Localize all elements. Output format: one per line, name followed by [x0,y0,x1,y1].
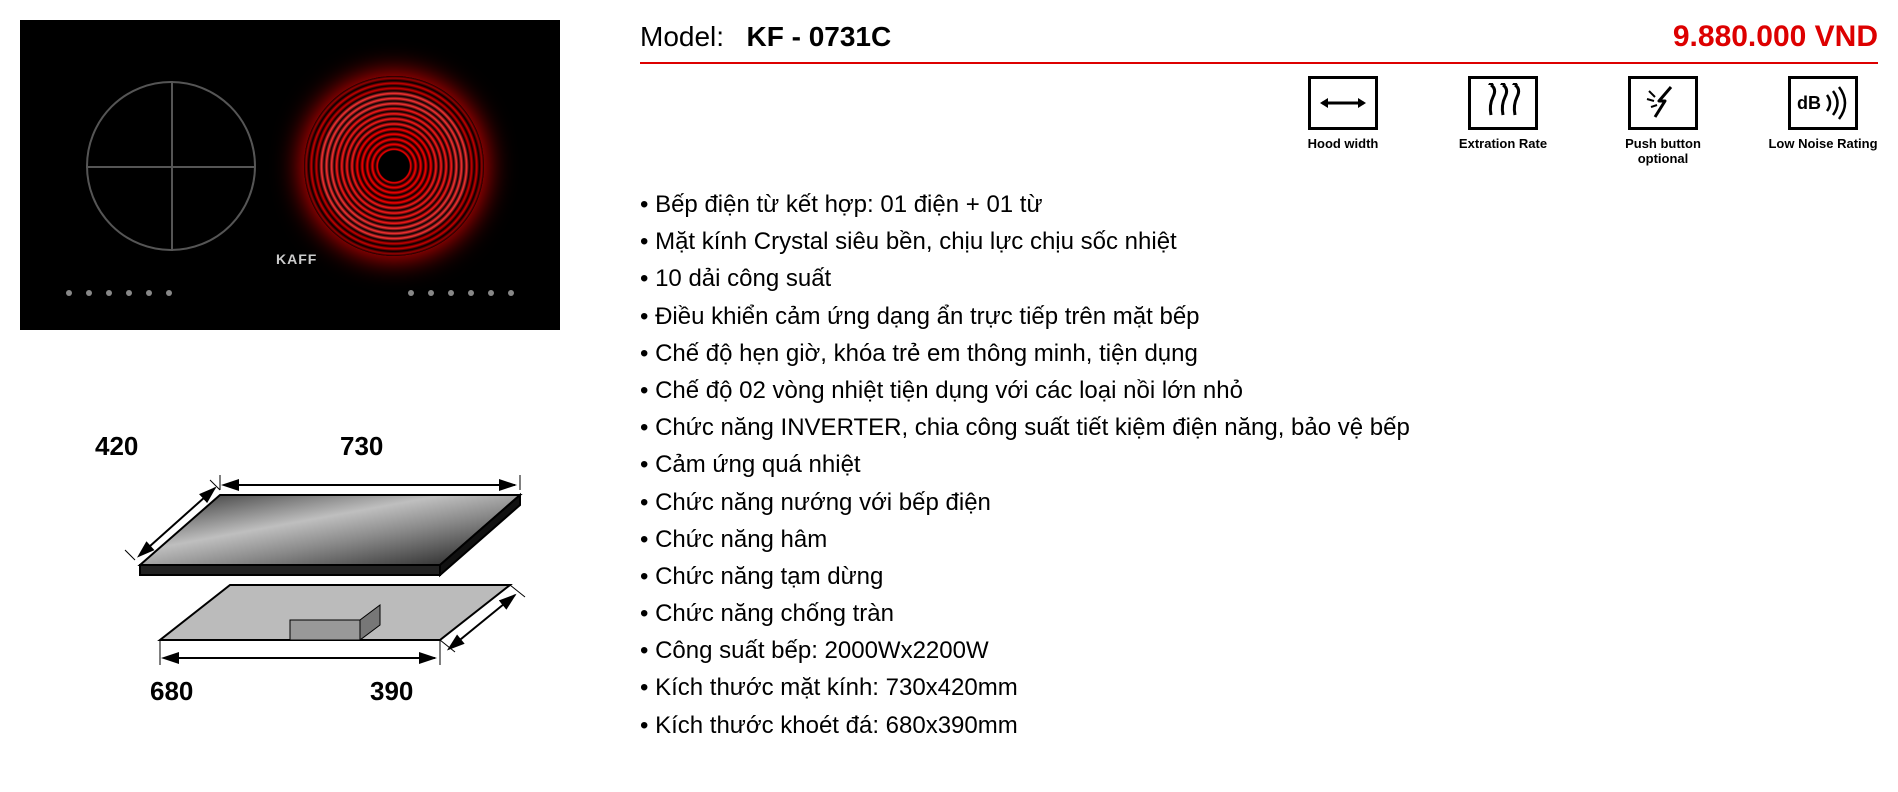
feature-icons-row: Hood width Extration Rate [640,76,1878,166]
feature-item: Điều khiển cảm ứng dạng ẩn trực tiếp trê… [640,298,1878,335]
dim-depth-cutout: 390 [370,676,413,706]
left-touch-controls [66,290,172,296]
feature-item: Cảm ứng quá nhiệt [640,446,1878,483]
features-list: Bếp điện từ kết hợp: 01 điện + 01 từMặt … [640,186,1878,744]
low-noise-icon: dB Low Noise Rating [1768,76,1878,166]
feature-item: Mặt kính Crystal siêu bền, chịu lực chịu… [640,223,1878,260]
svg-text:dB: dB [1797,93,1821,113]
price: 9.880.000 VND [1673,20,1878,54]
model-value: KF - 0731C [747,21,892,52]
extraction-rate-icon: Extration Rate [1448,76,1558,166]
feature-item: 10 dải công suất [640,260,1878,297]
dimension-diagram: 420 730 680 390 [20,390,560,710]
feature-item: Kích thước mặt kính: 730x420mm [640,669,1878,706]
feature-item: Kích thước khoét đá: 680x390mm [640,707,1878,744]
feature-item: Chế độ hẹn giờ, khóa trẻ em thông minh, … [640,335,1878,372]
induction-burner-icon [86,81,256,251]
model-label: Model: [640,21,724,52]
feature-item: Chức năng hâm [640,521,1878,558]
feature-item: Chức năng INVERTER, chia công suất tiết … [640,409,1878,446]
feature-item: Bếp điện từ kết hợp: 01 điện + 01 từ [640,186,1878,223]
push-button-icon: Push button optional [1608,76,1718,166]
ceramic-burner-icon [304,76,484,256]
model-header: Model: KF - 0731C 9.880.000 VND [640,20,1878,64]
right-touch-controls [408,290,514,296]
brand-label: KAFF [276,251,317,267]
feature-item: Công suất bếp: 2000Wx2200W [640,632,1878,669]
dim-depth-top: 420 [95,431,138,461]
dim-width-top: 730 [340,431,383,461]
feature-item: Chức năng chống tràn [640,595,1878,632]
dim-width-cutout: 680 [150,676,193,706]
feature-item: Chức năng nướng với bếp điện [640,484,1878,521]
feature-item: Chức năng tạm dừng [640,558,1878,595]
feature-item: Chế độ 02 vòng nhiệt tiện dụng với các l… [640,372,1878,409]
product-photo: KAFF [20,20,560,330]
hood-width-icon: Hood width [1288,76,1398,166]
